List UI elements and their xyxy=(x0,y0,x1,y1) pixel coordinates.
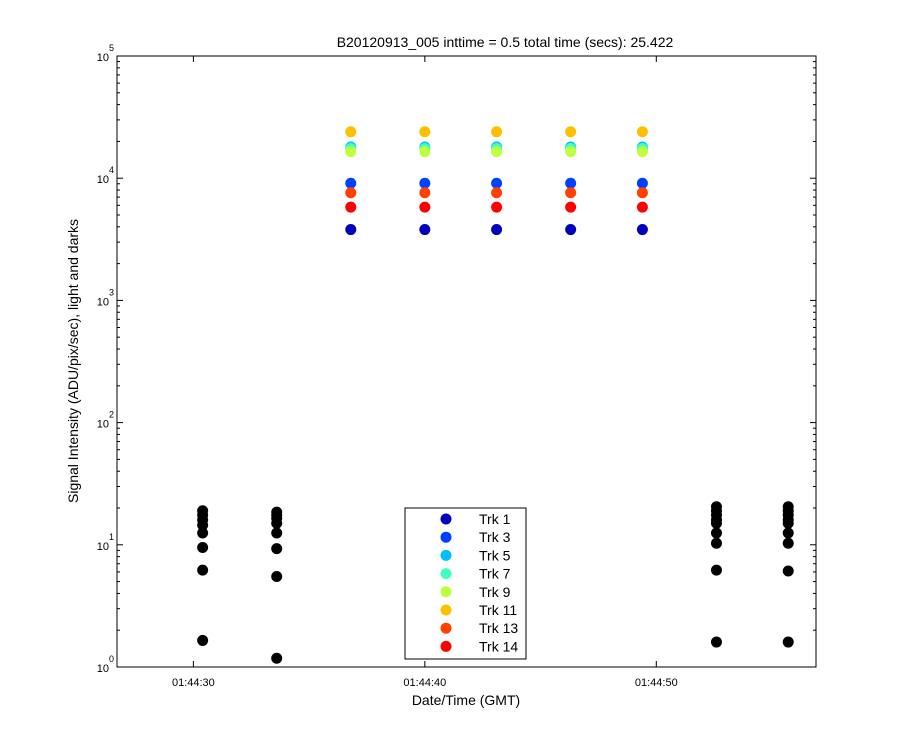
legend-label: Trk 5 xyxy=(479,547,511,563)
dark-point xyxy=(197,542,209,554)
legend-label: Trk 9 xyxy=(479,584,511,600)
series-point xyxy=(636,224,648,236)
series-point xyxy=(419,187,431,199)
legend-marker xyxy=(440,586,452,598)
y-tick-exponent: 4 xyxy=(109,165,114,175)
y-axis-label: Signal Intensity (ADU/pix/sec), light an… xyxy=(65,219,81,503)
x-axis-label: Date/Time (GMT) xyxy=(412,692,520,708)
series-point xyxy=(636,177,648,189)
y-tick-label: 10 xyxy=(97,174,109,186)
series-point xyxy=(345,177,357,189)
series-point xyxy=(419,177,431,189)
legend: Trk 1 Trk 3 Trk 5 Trk 7 Trk 9 Trk 11 Trk 13 Trk… xyxy=(404,507,527,660)
series-point xyxy=(565,201,577,213)
legend-box xyxy=(404,507,527,660)
legend-marker xyxy=(440,549,452,561)
dark-point xyxy=(710,636,722,648)
legend-marker xyxy=(440,531,452,543)
series-point xyxy=(345,224,357,236)
series-point xyxy=(636,146,648,158)
series-point xyxy=(345,187,357,199)
dark-point xyxy=(197,634,209,646)
dark-point xyxy=(271,517,283,529)
series-point xyxy=(565,187,577,199)
dark-point xyxy=(710,564,722,576)
dark-point xyxy=(710,527,722,539)
legend-label: Trk 3 xyxy=(479,529,511,545)
dark-point xyxy=(197,564,209,576)
series-point xyxy=(565,146,577,158)
legend-label: Trk 1 xyxy=(479,511,511,527)
dark-point xyxy=(197,527,209,539)
y-tick-exponent: 2 xyxy=(109,410,114,420)
dark-point xyxy=(271,571,283,583)
dark-point xyxy=(710,537,722,549)
dark-point xyxy=(271,543,283,555)
y-tick-exponent: 0 xyxy=(109,654,114,664)
x-tick-label: 01:44:50 xyxy=(635,677,678,689)
dark-point xyxy=(782,517,794,529)
legend-label: Trk 7 xyxy=(479,566,511,582)
y-tick-label: 10 xyxy=(97,419,109,431)
series-point xyxy=(419,201,431,213)
chart-title: B20120913_005 inttime = 0.5 total time (… xyxy=(337,34,674,50)
series-point xyxy=(491,201,503,213)
legend-label: Trk 14 xyxy=(479,638,518,654)
x-tick-label: 01:44:30 xyxy=(172,677,215,689)
dark-point xyxy=(782,565,794,577)
series-point xyxy=(345,126,357,138)
dark-point xyxy=(782,636,794,648)
legend-marker xyxy=(440,640,452,652)
y-tick-label: 10 xyxy=(97,296,109,308)
series-point xyxy=(636,187,648,199)
series-point xyxy=(636,126,648,138)
series-point xyxy=(419,146,431,158)
data-points xyxy=(197,126,794,664)
series-point xyxy=(345,146,357,158)
y-tick-exponent: 3 xyxy=(109,287,114,297)
legend-label: Trk 13 xyxy=(479,620,518,636)
x-tick-label: 01:44:40 xyxy=(403,677,446,689)
y-tick-exponent: 5 xyxy=(109,43,114,53)
series-point xyxy=(491,146,503,158)
legend-marker xyxy=(440,622,452,634)
dark-point xyxy=(197,519,209,531)
dark-point xyxy=(782,527,794,539)
dark-point xyxy=(271,652,283,664)
y-tick-label: 10 xyxy=(97,52,109,64)
series-point xyxy=(636,201,648,213)
series-point xyxy=(491,224,503,236)
legend-marker xyxy=(440,513,452,525)
series-point xyxy=(565,224,577,236)
y-tick-exponent: 1 xyxy=(109,532,114,542)
dark-point xyxy=(782,537,794,549)
y-tick-label: 10 xyxy=(97,541,109,553)
series-point xyxy=(419,126,431,138)
series-point xyxy=(491,187,503,199)
series-point xyxy=(345,201,357,213)
dark-point xyxy=(271,527,283,539)
legend-label: Trk 11 xyxy=(479,602,517,618)
series-point xyxy=(565,126,577,138)
series-point xyxy=(491,177,503,189)
series-point xyxy=(419,224,431,236)
series-point xyxy=(565,177,577,189)
series-point xyxy=(491,126,503,138)
legend-marker xyxy=(440,568,452,580)
y-tick-label: 10 xyxy=(97,663,109,675)
x-axis-ticks: 01:44:30 01:44:40 01:44:50 xyxy=(172,56,678,689)
dark-point xyxy=(710,517,722,529)
legend-marker xyxy=(440,604,452,616)
